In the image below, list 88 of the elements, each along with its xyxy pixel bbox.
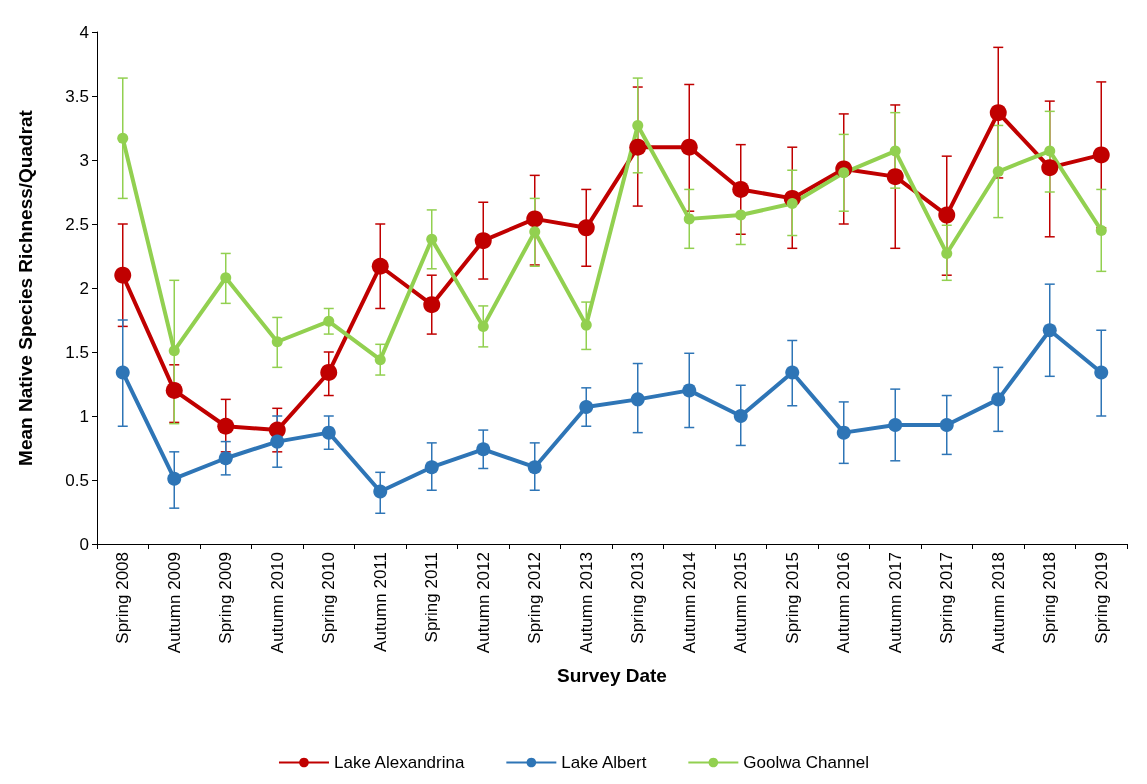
x-tick-label: Autumn 2013 [576,552,596,654]
point [526,210,544,228]
point [683,213,695,225]
point [374,354,386,366]
point [735,209,747,221]
y-axis-title: Mean Native Species Richness/Quadrat [15,109,36,466]
y-tick-label: 0.5 [65,470,89,490]
point [217,417,235,435]
point [323,315,335,327]
point [167,471,182,486]
legend-label: Lake Albert [561,753,647,772]
point [168,345,180,357]
point [271,336,283,348]
point [886,168,904,186]
point [989,104,1007,122]
x-tick-label: Spring 2019 [1091,552,1111,644]
point [680,138,698,156]
point [1041,159,1059,177]
point [579,400,594,415]
y-tick-label: 2.5 [65,214,89,234]
point [320,363,338,381]
x-tick-label: Spring 2015 [782,552,802,644]
point [888,417,903,432]
point [1094,365,1109,380]
point [732,180,750,198]
point [476,442,491,457]
point [115,365,130,380]
point [165,381,183,399]
x-tick-label: Spring 2008 [113,552,133,644]
x-tick-label: Autumn 2017 [885,552,905,654]
point [426,233,438,245]
point [474,232,492,250]
x-tick-label: Spring 2011 [422,552,442,643]
point [941,247,953,259]
x-tick-label: Autumn 2012 [473,552,493,654]
legend-label: Lake Alexandrina [333,753,465,772]
x-tick-label: Autumn 2016 [834,552,854,654]
point [630,392,645,407]
point [938,206,956,224]
x-tick-label: Spring 2017 [937,552,957,644]
point [423,296,441,314]
point [220,272,232,284]
x-tick-label: Autumn 2014 [679,552,699,654]
point [991,392,1006,407]
y-tick-label: 3.5 [65,86,89,106]
x-tick-label: Spring 2018 [1040,552,1060,644]
y-tick-label: 0 [79,534,89,554]
point [527,460,542,475]
point [939,417,954,432]
point [1044,145,1056,157]
point [321,425,336,440]
x-tick-label: Autumn 2011 [370,552,390,652]
point [117,132,129,144]
point [577,219,595,237]
x-tick-label: Spring 2009 [216,552,236,644]
y-tick-label: 3 [79,150,89,170]
point [836,425,851,440]
x-tick-label: Autumn 2015 [731,552,751,654]
x-tick-label: Spring 2010 [319,552,339,644]
point [785,365,800,380]
point [992,166,1004,178]
x-tick-label: Autumn 2018 [988,552,1008,654]
y-tick-label: 1.5 [65,342,89,362]
point [373,484,388,499]
x-tick-label: Spring 2012 [525,552,545,644]
y-tick-label: 4 [79,22,89,42]
point [477,320,489,332]
point [371,257,389,275]
point [1042,323,1057,338]
point [1092,146,1110,164]
y-tick-label: 1 [79,406,89,426]
point [1095,224,1107,236]
point [682,383,697,398]
point [218,451,233,466]
x-tick-label: Autumn 2010 [267,552,287,654]
point [632,119,644,131]
point [733,409,748,423]
x-axis-title: Survey Date [557,665,667,686]
point [629,138,647,156]
point [580,319,592,331]
x-tick-label: Autumn 2009 [164,552,184,654]
legend-label: Goolwa Channel [743,753,870,772]
y-tick-label: 2 [79,278,89,298]
point [889,145,901,157]
point [114,266,132,284]
x-tick-label: Spring 2013 [628,552,648,644]
point [424,460,439,475]
point [270,434,285,449]
